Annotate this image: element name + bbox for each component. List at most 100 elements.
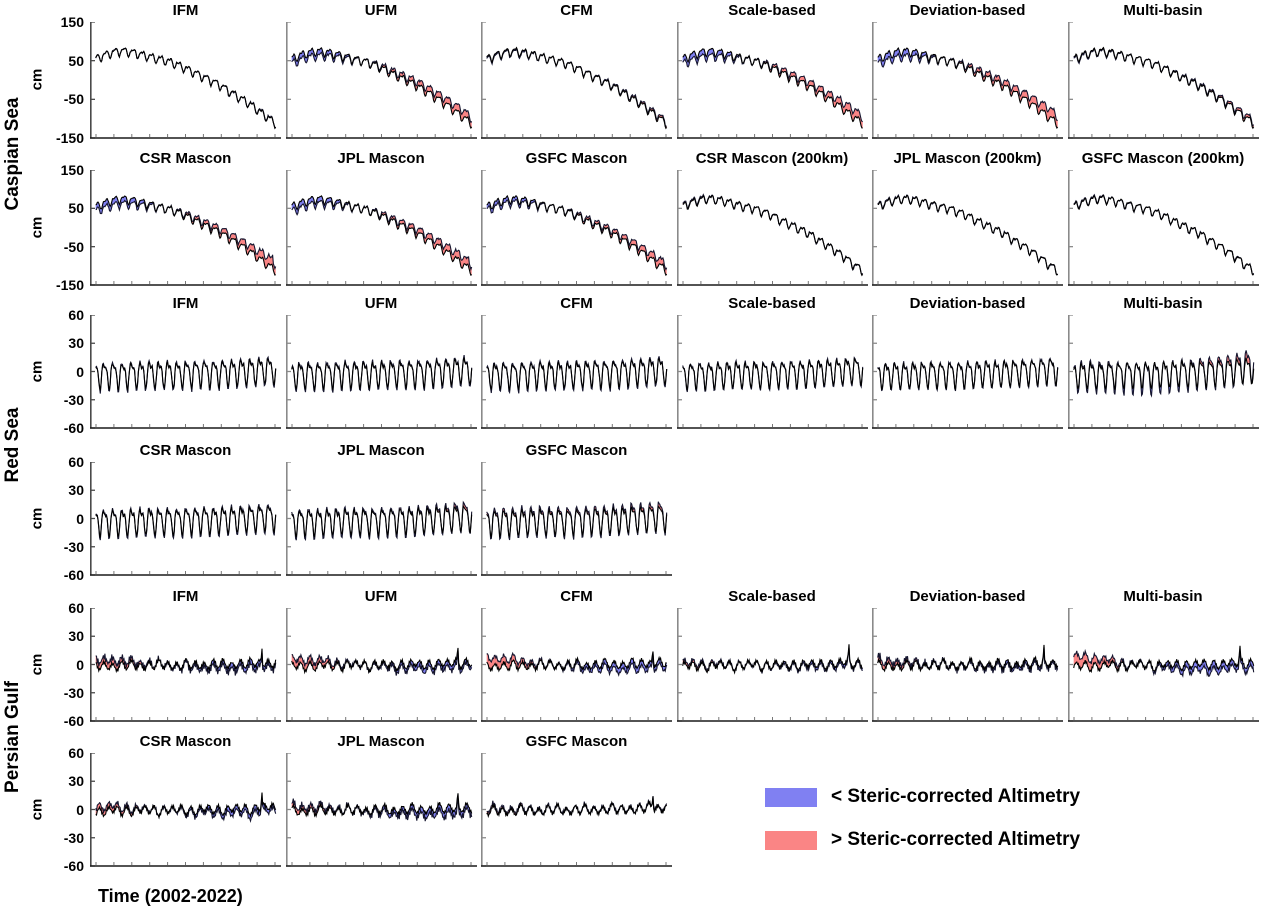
- altimetry-series-line: [877, 195, 1059, 276]
- panel-red-sea-multi-basin: [1067, 314, 1264, 429]
- plot-canvas: [676, 607, 868, 722]
- altimetry-series-line: [95, 792, 277, 820]
- grace-series-line: [290, 200, 472, 272]
- panel-title: CSR Mascon: [139, 733, 232, 750]
- y-tick-label: 30: [68, 628, 84, 645]
- altimetry-series-line: [1072, 357, 1254, 391]
- plot-canvas: [90, 607, 281, 722]
- panel-title: GSFC Mascon: [525, 150, 628, 167]
- panel-title: Deviation-based: [909, 588, 1026, 605]
- panel-title: Multi-basin: [1123, 2, 1203, 19]
- plot-canvas: [872, 21, 1063, 139]
- panel-title: IFM: [172, 295, 199, 312]
- altimetry-series-line: [681, 47, 863, 129]
- y-unit-label: cm: [28, 68, 46, 91]
- y-tick-label: 30: [68, 335, 84, 352]
- y-tick-label: 0: [76, 363, 84, 380]
- panel-title: GSFC Mascon (200km): [1081, 150, 1245, 167]
- plot-canvas: [481, 169, 672, 286]
- altimetry-series-line: [682, 194, 863, 277]
- y-tick-label: 30: [68, 773, 84, 790]
- grace-series-line: [486, 198, 668, 271]
- y-tick-label: 60: [68, 600, 84, 616]
- altimetry-series-line: [486, 651, 667, 673]
- y-tick-label: 50: [68, 52, 84, 69]
- y-tick-label: -30: [63, 684, 84, 701]
- panel-caspian-sea-ufm: [285, 21, 482, 139]
- panel-title: JPL Mascon (200km): [893, 150, 1042, 167]
- row-group-label: Red Sea: [2, 407, 23, 483]
- y-tick-label: 50: [68, 200, 84, 217]
- plot-canvas: [1067, 314, 1259, 429]
- y-tick-label: -60: [63, 420, 84, 436]
- plot-canvas: [872, 314, 1063, 429]
- grace-series-line: [877, 647, 1059, 674]
- y-tick-label: 150: [60, 162, 84, 178]
- band-below-altimetry: [1149, 645, 1254, 677]
- panel-red-sea-scale-based: [676, 314, 873, 429]
- panel-title: UFM: [364, 295, 398, 312]
- plot-canvas: [872, 169, 1063, 286]
- panel-caspian-sea-gsfc-mascon--200km-: [1067, 169, 1264, 286]
- y-tick-label: -60: [63, 713, 84, 729]
- grace-series-line: [682, 193, 863, 276]
- altimetry-series-line: [681, 357, 863, 391]
- plot-canvas: [285, 169, 477, 286]
- panel-title: Multi-basin: [1123, 588, 1203, 605]
- panel-persian-gulf-scale-based: [676, 607, 873, 722]
- panel-title: JPL Mascon: [337, 150, 425, 167]
- plot-canvas: [481, 607, 672, 722]
- panel-red-sea-cfm: [481, 314, 677, 429]
- altimetry-series-line: [486, 194, 668, 277]
- plot-canvas: [285, 461, 477, 576]
- panel-caspian-sea-ifm: [90, 21, 286, 139]
- plot-canvas: [90, 461, 281, 576]
- panel-title: CSR Mascon: [139, 442, 232, 459]
- panel-title: UFM: [364, 588, 398, 605]
- legend-item-above: > Steric-corrected Altimetry: [765, 829, 1080, 851]
- plot-canvas: [285, 607, 477, 722]
- band-above-altimetry: [1147, 58, 1254, 129]
- plot-canvas: [676, 169, 868, 286]
- panel-persian-gulf-deviation-based: [872, 607, 1068, 722]
- grace-series-line: [95, 653, 277, 676]
- plot-canvas: [285, 752, 477, 867]
- panel-title: JPL Mascon: [337, 442, 425, 459]
- altimetry-series-line: [877, 644, 1059, 673]
- altimetry-series-line: [1072, 46, 1254, 130]
- plot-canvas: [872, 607, 1063, 722]
- grace-series-line: [486, 47, 667, 128]
- panel-title: Scale-based: [728, 295, 816, 312]
- plot-canvas: [90, 752, 281, 867]
- altimetry-series-line: [486, 505, 668, 539]
- grace-series-line: [95, 798, 277, 824]
- panel-caspian-sea-jpl-mascon--200km-: [872, 169, 1068, 286]
- plot-canvas: [676, 21, 868, 139]
- y-tick-label: 150: [60, 14, 84, 30]
- panel-title: Scale-based: [728, 588, 816, 605]
- plot-canvas: [1067, 169, 1259, 286]
- altimetry-series-line: [877, 358, 1059, 391]
- y-tick-label: 0: [76, 656, 84, 673]
- panel-red-sea-deviation-based: [872, 314, 1068, 429]
- grace-series-line: [95, 199, 277, 271]
- legend-item-below: < Steric-corrected Altimetry: [765, 786, 1080, 808]
- panel-persian-gulf-ifm: [90, 607, 286, 722]
- altimetry-series-line: [486, 358, 668, 391]
- grace-series-line: [1072, 47, 1254, 127]
- altimetry-series-line: [95, 648, 277, 674]
- y-tick-label: 60: [68, 454, 84, 470]
- panel-red-sea-ufm: [285, 314, 482, 429]
- panel-red-sea-ifm: [90, 314, 286, 429]
- plot-canvas: [1067, 21, 1259, 139]
- grace-series-line: [290, 51, 472, 124]
- y-tick-label: -50: [63, 238, 84, 255]
- legend-blue-band-swatch: [765, 787, 817, 807]
- panel-red-sea-jpl-mascon: [285, 461, 482, 576]
- altimetry-series-line: [95, 47, 277, 130]
- y-tick-label: 60: [68, 745, 84, 761]
- panel-title: IFM: [172, 2, 199, 19]
- altimetry-series-line: [95, 195, 276, 276]
- row-group-label: Caspian Sea: [2, 97, 23, 210]
